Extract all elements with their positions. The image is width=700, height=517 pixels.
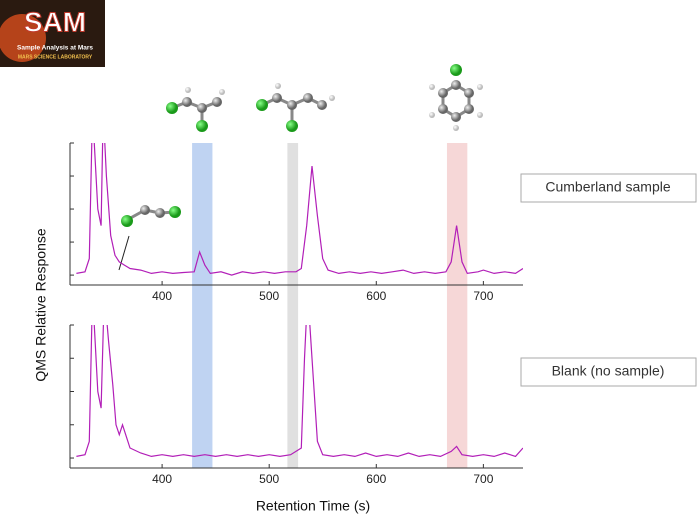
y-axis-label: QMS Relative Response <box>33 228 49 382</box>
panel-label: Cumberland sample <box>545 179 670 195</box>
x-tick-label: 400 <box>152 289 172 303</box>
panel-label-box <box>520 357 697 387</box>
panel-label-box <box>520 173 697 203</box>
trace <box>76 325 523 458</box>
highlight-band <box>287 143 299 468</box>
x-tick-label: 600 <box>366 472 386 486</box>
panel-label: Blank (no sample) <box>552 363 665 379</box>
x-tick-label: 600 <box>366 289 386 303</box>
trace <box>76 143 523 276</box>
x-axis-label: Retention Time (s) <box>256 498 370 514</box>
highlight-bands <box>192 143 468 468</box>
x-tick-label: 700 <box>473 289 493 303</box>
x-tick-label: 400 <box>152 472 172 486</box>
molecule <box>429 64 483 131</box>
highlight-band <box>192 143 213 468</box>
molecules <box>118 64 483 271</box>
logo-mission: MARS SCIENCE LABORATORY <box>18 54 93 60</box>
x-tick-label: 500 <box>259 472 279 486</box>
molecule <box>118 205 181 271</box>
molecule <box>256 83 335 132</box>
logo-subtitle: Sample Analysis at Mars <box>17 45 93 52</box>
x-tick-label: 500 <box>259 289 279 303</box>
logo-title: SAM <box>24 6 86 37</box>
logo: SAM Sample Analysis at Mars MARS SCIENCE… <box>0 0 105 67</box>
plots: 400 500 600 700 Cumberland sample QMS Relativ… <box>33 142 697 514</box>
highlight-band <box>446 143 468 468</box>
x-tick-label: 700 <box>473 472 493 486</box>
molecule <box>166 87 225 132</box>
